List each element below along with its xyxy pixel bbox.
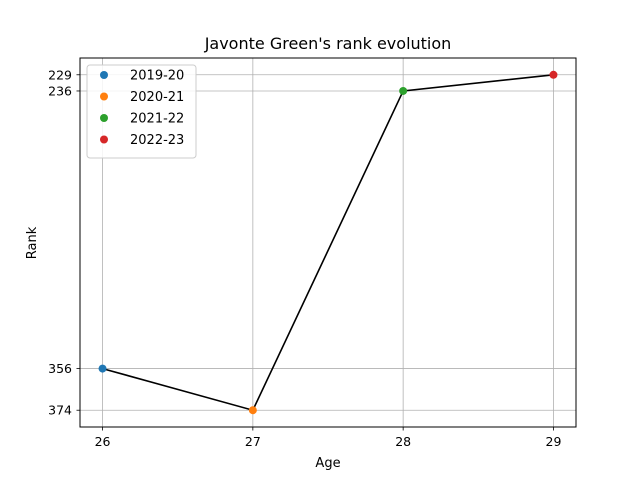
data-point-2019-20 [98, 364, 107, 373]
legend-marker [100, 135, 108, 144]
legend-marker [100, 71, 108, 79]
x-tick-label: 28 [395, 434, 411, 449]
data-point-2022-23 [549, 70, 558, 79]
x-axis-label: Age [315, 456, 340, 471]
series-line-layer [102, 73, 554, 412]
x-tick-label: 29 [546, 434, 562, 449]
legend: 2019-20 2020-21 2021-22 2022-23 [86, 64, 197, 159]
legend-label: 2020-21 [130, 90, 184, 105]
legend-label: 2019-20 [130, 69, 184, 84]
y-axis-label: Rank [25, 226, 40, 259]
plot-frame [79, 57, 577, 428]
y-tick-label: 356 [48, 361, 72, 376]
chart-title: Javonte Green's rank evolution [204, 34, 452, 53]
y-tick-label: 374 [48, 403, 72, 418]
data-point-2020-21 [248, 406, 257, 415]
y-tick-label: 236 [48, 83, 72, 98]
data-point-2021-22 [399, 86, 408, 95]
legend-label: 2021-22 [130, 112, 184, 127]
legend-marker [100, 92, 108, 101]
y-tick-label: 229 [48, 67, 72, 82]
legend-label: 2022-23 [130, 133, 184, 148]
x-tick-label: 27 [245, 434, 261, 449]
x-tick-label: 26 [95, 434, 111, 449]
x-axis-ticks: 26 27 28 29 [95, 427, 562, 449]
legend-box [86, 64, 197, 159]
points-layer [98, 70, 558, 415]
legend-marker [100, 114, 108, 122]
rank-series-line [102, 73, 554, 412]
